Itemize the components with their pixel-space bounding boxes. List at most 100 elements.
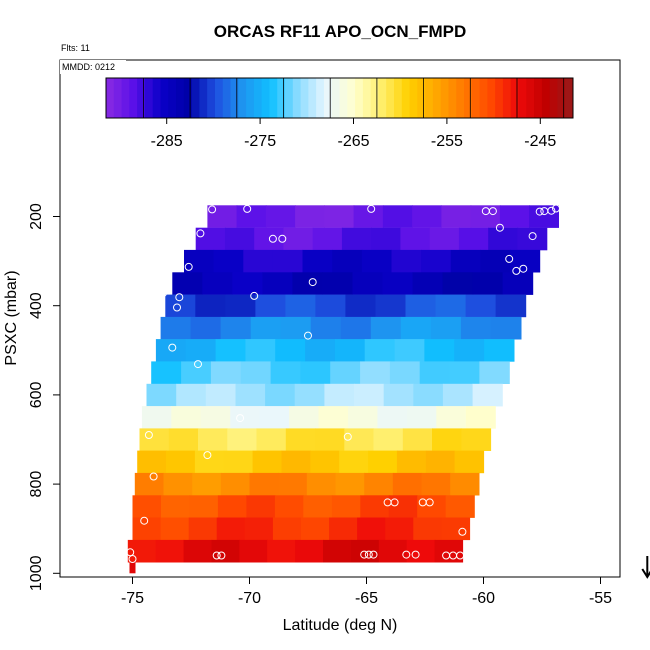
- colorbar-swatch: [168, 78, 177, 118]
- colorbar-swatch: [316, 78, 325, 118]
- sample-marker: [458, 527, 467, 536]
- sample-marker: [144, 431, 153, 439]
- colorbar-swatch: [292, 78, 302, 118]
- heatmap-cell: [181, 361, 212, 384]
- colorbar-tick-label: -245: [524, 133, 556, 150]
- heatmap-cell: [373, 428, 404, 451]
- y-axis-label: PSXC (mbar): [3, 270, 20, 365]
- colorbar-swatch: [199, 78, 208, 118]
- sample-marker: [364, 550, 373, 559]
- heatmap-cell: [280, 316, 312, 340]
- x-tick-label: -70: [238, 590, 261, 607]
- heatmap-cell: [227, 428, 258, 451]
- colorbar-swatch: [176, 78, 185, 118]
- heatmap-cell: [235, 383, 266, 407]
- heatmap-cell: [274, 495, 304, 518]
- heatmap-cell: [220, 472, 251, 496]
- sample-marker: [128, 555, 137, 563]
- heatmap-cell: [160, 316, 192, 340]
- colorbar-swatch: [362, 78, 372, 118]
- heatmap-cell: [315, 294, 346, 318]
- heatmap-cell: [215, 339, 246, 362]
- y-axis: 200 400 600 800 1000: [28, 203, 61, 591]
- sample-marker: [208, 205, 217, 214]
- heatmap-cell: [517, 227, 548, 251]
- colorbar-swatch: [440, 78, 449, 118]
- heatmap-cell: [406, 406, 437, 429]
- colorbar-swatch: [191, 78, 200, 118]
- heatmap-cell: [139, 428, 170, 451]
- colorbar-swatch: [386, 78, 395, 118]
- sample-marker: [196, 229, 205, 238]
- heatmap-cell: [310, 450, 340, 474]
- colorbar-swatch: [502, 78, 512, 118]
- sample-marker: [203, 451, 212, 460]
- colorbar-swatch: [222, 78, 232, 118]
- heatmap-cell: [324, 383, 355, 407]
- colorbar-swatch: [557, 78, 566, 118]
- heatmap-cell: [402, 428, 433, 451]
- heatmap-cell: [499, 205, 530, 228]
- heatmap-cell: [137, 450, 167, 474]
- heatmap-cell: [224, 227, 255, 251]
- colorbar-swatch: [121, 78, 130, 118]
- colorbar-swatch: [137, 78, 146, 118]
- heatmap-cell: [306, 472, 337, 496]
- y-tick-label: 800: [28, 471, 45, 498]
- heatmap-cell: [185, 339, 217, 362]
- heatmap-cell: [377, 406, 408, 429]
- sample-marker: [308, 278, 317, 287]
- heatmap-cell: [230, 406, 261, 429]
- heatmap-cell: [470, 205, 501, 228]
- heatmap-cell: [295, 205, 325, 228]
- heatmap-cell: [176, 383, 207, 407]
- heatmap-cell: [292, 272, 323, 295]
- sample-marker: [149, 472, 158, 481]
- heatmap-cell: [236, 205, 267, 228]
- sample-marker: [175, 293, 184, 302]
- heatmap-cell: [357, 517, 386, 541]
- heatmap-cell: [216, 517, 246, 541]
- colorbar-swatch: [106, 78, 115, 118]
- heatmap-cell: [361, 249, 392, 273]
- heatmap-cell: [424, 339, 455, 362]
- heatmap-cell: [330, 361, 361, 384]
- heatmap-cell: [400, 227, 431, 251]
- sample-marker: [212, 551, 221, 560]
- heatmap-cell: [272, 249, 304, 273]
- heatmap-cell: [146, 383, 177, 407]
- heatmap-cell: [412, 205, 442, 228]
- heatmap-cell: [155, 539, 185, 563]
- heatmap-cell: [246, 495, 276, 518]
- heatmap-cell: [421, 472, 451, 496]
- sample-marker: [425, 498, 434, 507]
- colorbar-swatch: [207, 78, 216, 118]
- heatmap-cell: [244, 517, 274, 541]
- heatmap-cell: [436, 406, 467, 429]
- colorbar-swatch: [113, 78, 123, 118]
- heatmap-cell: [339, 450, 369, 474]
- heatmap-cell: [200, 406, 231, 429]
- sample-marker: [250, 291, 259, 300]
- colorbar-swatch: [417, 78, 426, 118]
- sample-marker: [140, 516, 149, 525]
- colorbar-tick-label: -255: [431, 133, 463, 150]
- heatmap-cell: [267, 539, 296, 563]
- heatmap-cell: [163, 472, 193, 496]
- heatmap-cell: [388, 495, 418, 518]
- heatmap-cell: [419, 361, 451, 384]
- heatmap-cell: [345, 294, 376, 318]
- heatmap-cell: [188, 517, 218, 541]
- sample-marker: [505, 254, 514, 263]
- heatmap-cell: [324, 205, 355, 228]
- sample-markers: [126, 204, 560, 563]
- heatmap-cell: [352, 272, 384, 295]
- heatmap-cell: [192, 472, 222, 496]
- colorbar-swatch: [370, 78, 379, 118]
- heatmap-cell: [303, 495, 333, 518]
- heatmap-cell: [332, 249, 363, 273]
- sample-marker: [268, 234, 277, 243]
- heatmap-cell: [445, 495, 475, 518]
- chart-title: ORCAS RF11 APO_OCN_FMPD: [214, 22, 467, 41]
- colorbar-swatch: [393, 78, 403, 118]
